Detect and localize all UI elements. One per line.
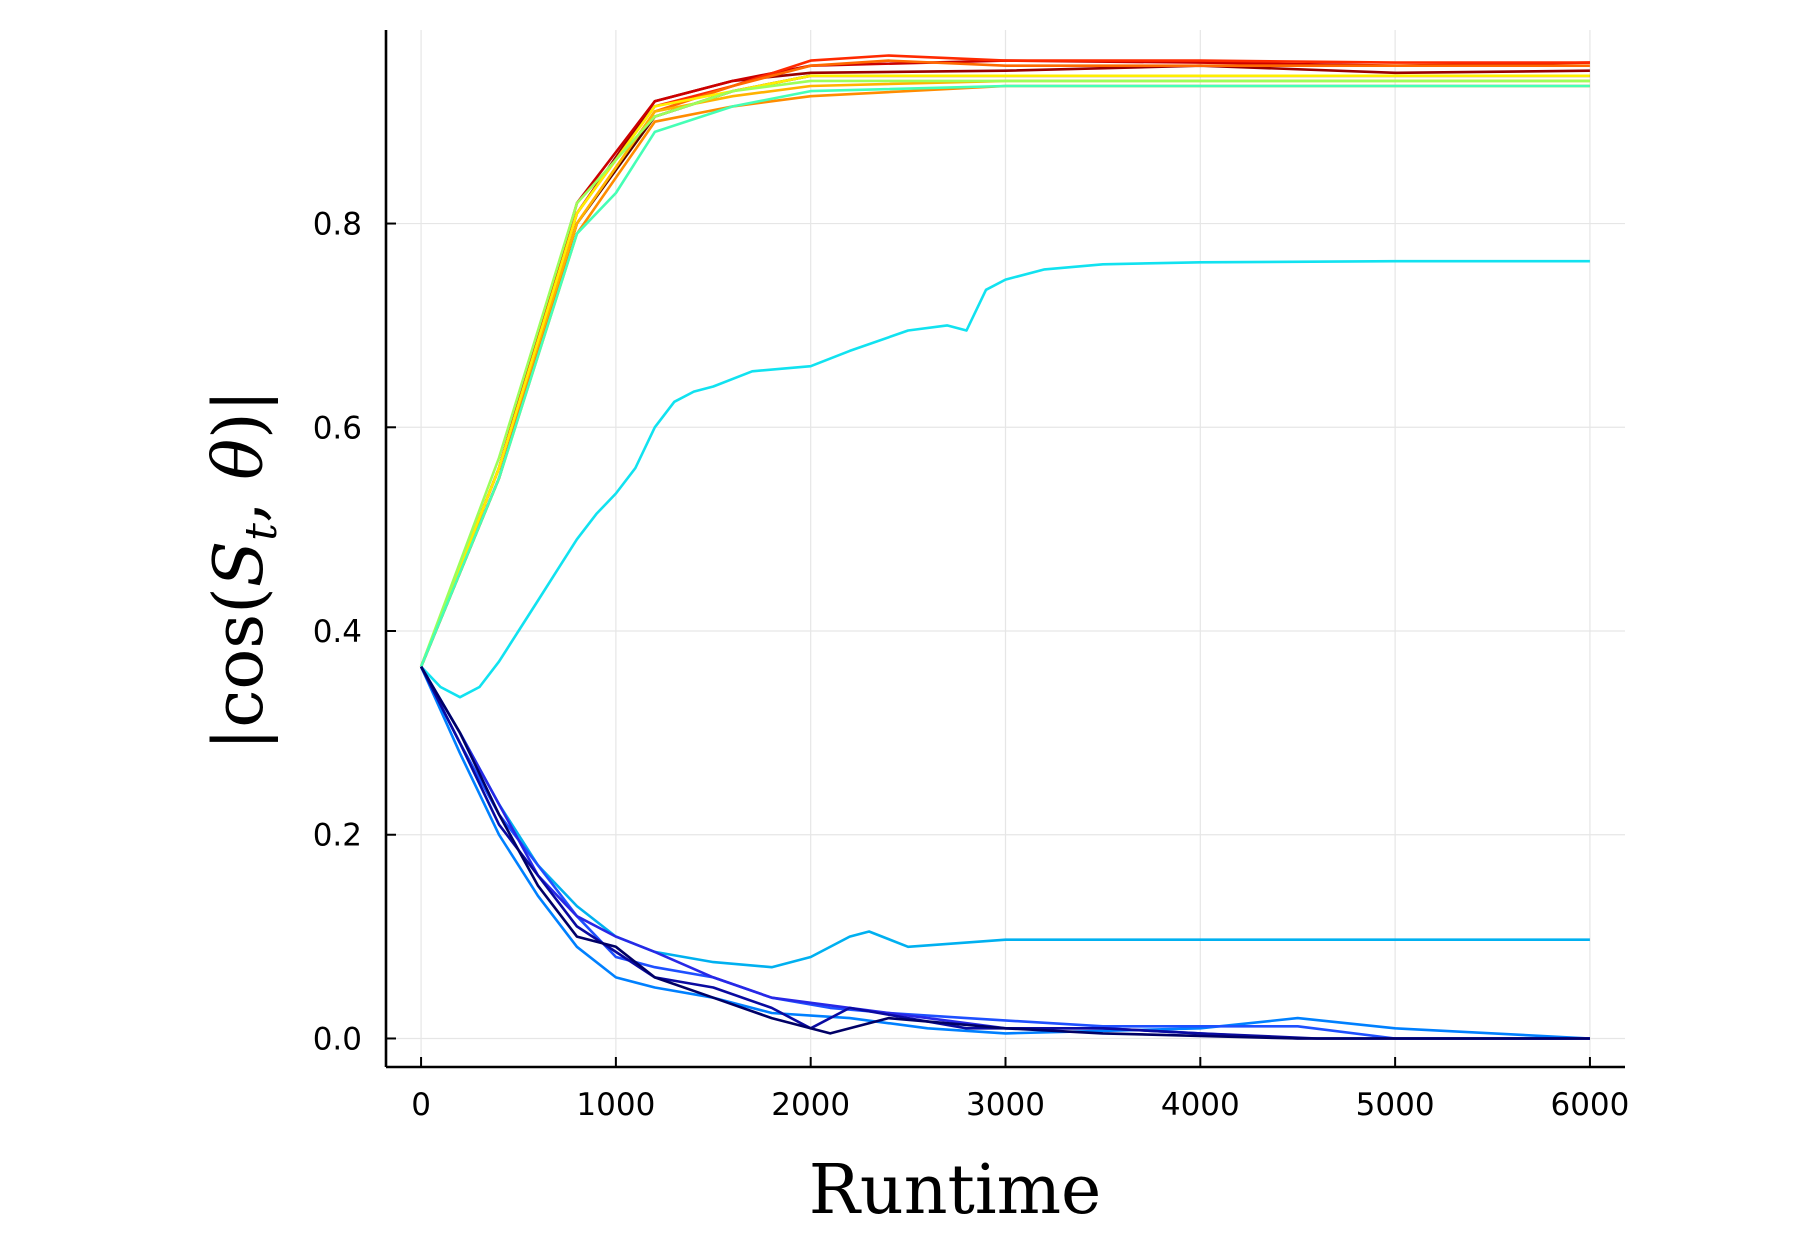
y-tick-label: 0.4 (313, 614, 362, 650)
series-line-16 (419, 666, 1590, 1040)
x-tick-label: 0 (411, 1087, 431, 1123)
y-axis-title: |cos(St, θ)| (200, 389, 287, 750)
x-tick-label: 5000 (1356, 1087, 1435, 1123)
series-line-12 (419, 666, 1590, 969)
x-tick-label: 2000 (771, 1087, 850, 1123)
series-line-17 (419, 666, 1590, 1040)
x-tick-label: 4000 (1161, 1087, 1240, 1123)
ticks: 0 1000 2000 3000 4000 5000 6000 0.0 0.2 0.4 0.6 0.8 (313, 207, 1630, 1123)
series-line-11 (420, 259, 1590, 699)
y-tick-label: 0.6 (313, 410, 362, 446)
y-tick-label: 0.8 (313, 207, 362, 243)
series-layer (419, 54, 1590, 1040)
series-line-13 (419, 666, 1590, 1040)
y-tick-label: 0.2 (313, 818, 362, 854)
y-tick-label: 0.0 (313, 1021, 362, 1057)
x-axis-title: Runtime (809, 1151, 1102, 1230)
series-line-9 (419, 79, 1590, 668)
grid (386, 30, 1625, 1067)
series-line-8 (419, 74, 1590, 668)
series-line-10 (419, 84, 1590, 668)
x-tick-label: 1000 (576, 1087, 655, 1123)
x-tick-label: 6000 (1550, 1087, 1629, 1123)
x-tick-label: 3000 (966, 1087, 1045, 1123)
